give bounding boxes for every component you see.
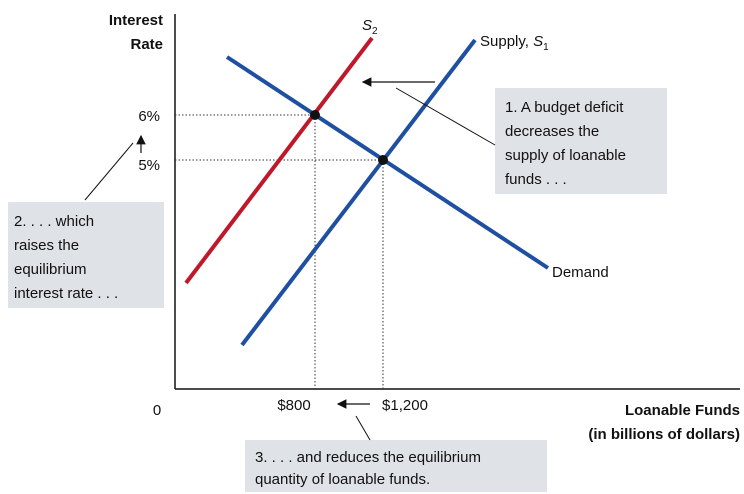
x-axis-label: (in billions of dollars) — [588, 426, 740, 443]
note-text: raises the — [14, 237, 79, 254]
y-tick-label: 6% — [138, 108, 160, 125]
equilibrium — [310, 110, 320, 120]
note-text: quantity of loanable funds. — [255, 471, 430, 488]
equilibrium — [378, 155, 388, 165]
note-text: 2. . . . which — [14, 213, 94, 230]
origin: 0 — [153, 402, 161, 419]
note-box — [245, 440, 547, 492]
y-axis-label: Interest — [109, 12, 163, 29]
x-tick-label: $1,200 — [382, 397, 428, 414]
note-text: equilibrium — [14, 261, 87, 278]
leader — [395, 87, 496, 146]
note-text: 3. . . . and reduces the equilibrium — [255, 449, 481, 466]
note-text: funds . . . — [505, 171, 567, 188]
note-text: decreases the — [505, 123, 599, 140]
note-box — [8, 202, 164, 308]
supply-s2 — [184, 36, 374, 285]
s2-label: S2 — [362, 17, 378, 37]
leader — [355, 415, 371, 441]
y-tick-label: 5% — [138, 157, 160, 174]
y-axis-label: Rate — [130, 36, 163, 53]
demand — [225, 55, 550, 270]
x-tick-label: $800 — [277, 397, 310, 414]
s1-label: Supply, S1 — [480, 33, 549, 53]
leader — [84, 142, 134, 201]
note-text: interest rate . . . — [14, 285, 118, 302]
note-text: supply of loanable — [505, 147, 626, 164]
note-box — [495, 88, 667, 194]
note-text: 1. A budget deficit — [505, 99, 624, 116]
demand-label: Demand — [552, 264, 609, 281]
x-axis-label: Loanable Funds — [625, 402, 740, 419]
supply-s1 — [240, 38, 477, 347]
